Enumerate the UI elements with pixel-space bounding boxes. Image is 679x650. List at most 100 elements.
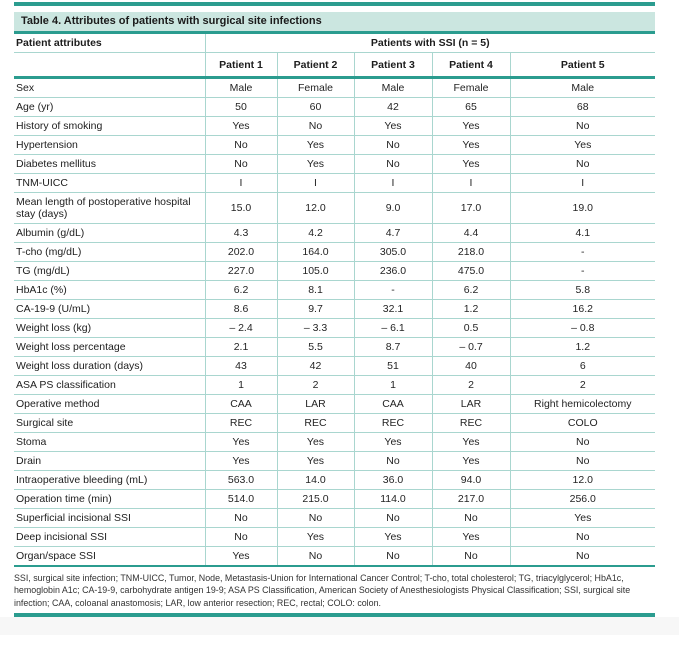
cell-value: Yes: [353, 432, 432, 452]
cell-value: No: [204, 154, 277, 174]
cell-value: – 2.4: [204, 318, 277, 338]
cell-value: 65: [431, 97, 510, 117]
cell-value: 6.2: [204, 280, 277, 300]
table-row: HbA1c (%) 6.2 8.1-6.2 5.8: [14, 280, 656, 300]
cell-value: -: [509, 242, 656, 262]
cell-value: 17.0: [431, 192, 510, 224]
cell-value: 94.0: [431, 470, 510, 490]
cell-value: 0.5: [431, 318, 510, 338]
cell-value: No: [509, 432, 656, 452]
cell-value: 50: [204, 97, 277, 117]
cell-value: 2.1: [204, 337, 277, 357]
cell-value: 236.0: [353, 261, 432, 281]
cell-value: COLO: [509, 413, 656, 433]
row-label: Surgical site: [14, 413, 205, 433]
table-row: Mean length of postoperative hospital st…: [14, 192, 656, 224]
cell-value: Yes: [276, 451, 354, 471]
cell-value: 217.0: [431, 489, 510, 509]
table-row: CA-19-9 (U/mL) 8.6 9.7 32.1 1.2 16.2: [14, 299, 656, 319]
row-label: T-cho (mg/dL): [14, 242, 205, 262]
cell-value: REC: [276, 413, 354, 433]
cell-value: 32.1: [353, 299, 432, 319]
table-row: TNM-UICC I I I I I: [14, 173, 656, 193]
cell-value: No: [276, 508, 354, 528]
cell-value: 42: [276, 356, 354, 376]
cell-value: No: [431, 546, 510, 567]
cell-value: No: [353, 154, 432, 174]
table-row: Superficial incisional SSI No No No No Yes: [14, 508, 656, 528]
table-row: T-cho (mg/dL) 202.0 164.0 305.0 218.0-: [14, 242, 656, 262]
cell-value: 6.2: [431, 280, 510, 300]
page-bottom-rule: [14, 612, 655, 617]
table-row: ASA PS classification 1 2 1 2 2: [14, 375, 656, 395]
cell-value: 19.0: [509, 192, 656, 224]
table-row: Surgical site REC REC REC REC COLO: [14, 413, 656, 433]
column-header-patient: Patient 1: [204, 52, 277, 79]
table-body: Sex Male Female Male Female Male Age (yr) 50 60 4…: [14, 77, 656, 567]
row-label: Superficial incisional SSI: [14, 508, 205, 528]
cell-value: No: [509, 451, 656, 471]
row-label: Operative method: [14, 394, 205, 414]
cell-value: 51: [353, 356, 432, 376]
cell-value: No: [353, 451, 432, 471]
cell-value: I: [509, 173, 656, 193]
cell-value: No: [353, 508, 432, 528]
cell-value: 4.7: [353, 223, 432, 243]
column-header-patient: Patient 5: [509, 52, 656, 79]
cell-value: 1.2: [431, 299, 510, 319]
table-row: Drain Yes Yes No Yes No: [14, 451, 656, 471]
column-header-patient: Patient 2: [276, 52, 354, 79]
table-row: Age (yr) 50 60 42 65 68: [14, 97, 656, 117]
cell-value: REC: [204, 413, 277, 433]
cell-value: No: [353, 546, 432, 567]
cell-value: 8.7: [353, 337, 432, 357]
table-row: TG (mg/dL) 227.0 105.0 236.0 475.0-: [14, 261, 656, 281]
cell-value: Yes: [204, 546, 277, 567]
cell-value: 563.0: [204, 470, 277, 490]
cell-value: 1.2: [509, 337, 656, 357]
cell-value: 202.0: [204, 242, 277, 262]
row-label: Weight loss percentage: [14, 337, 205, 357]
cell-value: 40: [431, 356, 510, 376]
cell-value: No: [353, 135, 432, 155]
cell-value: Female: [431, 77, 510, 98]
cell-value: – 6.1: [353, 318, 432, 338]
cell-value: Yes: [431, 432, 510, 452]
cell-value: 4.3: [204, 223, 277, 243]
cell-value: Yes: [431, 527, 510, 547]
cell-value: Yes: [204, 116, 277, 136]
row-label: Operation time (min): [14, 489, 205, 509]
cell-value: Yes: [276, 154, 354, 174]
cell-value: REC: [353, 413, 432, 433]
page-lower-margin: [0, 616, 679, 635]
cell-value: Female: [276, 77, 354, 98]
empty-header-cell: [14, 52, 205, 79]
cell-value: Male: [353, 77, 432, 98]
table-row: Operative method CAA LAR CAA LAR Right hemico…: [14, 394, 656, 414]
cell-value: Yes: [204, 451, 277, 471]
cell-value: 5.8: [509, 280, 656, 300]
row-label: TNM-UICC: [14, 173, 205, 193]
cell-value: 68: [509, 97, 656, 117]
cell-value: REC: [431, 413, 510, 433]
table-top-rule: [14, 2, 655, 6]
cell-value: Yes: [353, 527, 432, 547]
cell-value: 164.0: [276, 242, 354, 262]
cell-value: Yes: [431, 154, 510, 174]
cell-value: 227.0: [204, 261, 277, 281]
row-label: Hypertension: [14, 135, 205, 155]
cell-value: 42: [353, 97, 432, 117]
cell-value: Yes: [431, 451, 510, 471]
cell-value: – 0.8: [509, 318, 656, 338]
cell-value: 1: [353, 375, 432, 395]
row-label: Sex: [14, 77, 205, 98]
cell-value: -: [509, 261, 656, 281]
header-row-patients: Patient 1 Patient 2 Patient 3 Patient 4 Pati…: [14, 52, 656, 79]
cell-value: 8.6: [204, 299, 277, 319]
cell-value: I: [431, 173, 510, 193]
cell-value: 2: [431, 375, 510, 395]
cell-value: 114.0: [353, 489, 432, 509]
cell-value: No: [509, 546, 656, 567]
row-label: Age (yr): [14, 97, 205, 117]
